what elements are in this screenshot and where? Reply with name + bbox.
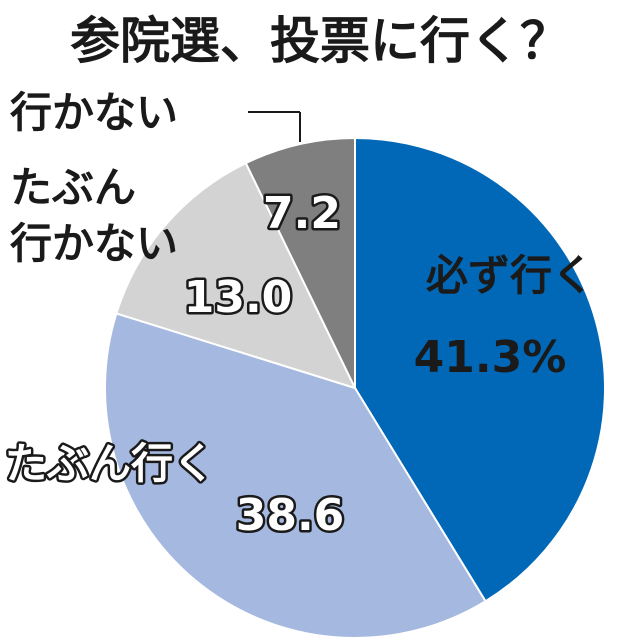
pie-slice — [115, 161, 357, 390]
slice-value-label: 13.0 — [184, 272, 293, 323]
pie-slice — [244, 136, 356, 389]
slice-label: 行かない — [10, 219, 178, 268]
pie-slice — [104, 312, 487, 639]
slice-label: 必ず行く — [426, 251, 594, 300]
slice-value-label: 41.3% — [414, 332, 567, 383]
slice-label: 行かない — [10, 88, 178, 137]
pie-slices — [104, 136, 606, 639]
pie-slice — [354, 136, 606, 603]
slice-value-label: 38.6 — [236, 490, 345, 541]
slice-value-label: 7.2 — [263, 188, 341, 239]
slice-label: たぶん — [10, 163, 136, 212]
slice-label: たぶん行く — [5, 439, 215, 488]
chart-title: 参院選、投票に行く？ — [70, 12, 570, 70]
